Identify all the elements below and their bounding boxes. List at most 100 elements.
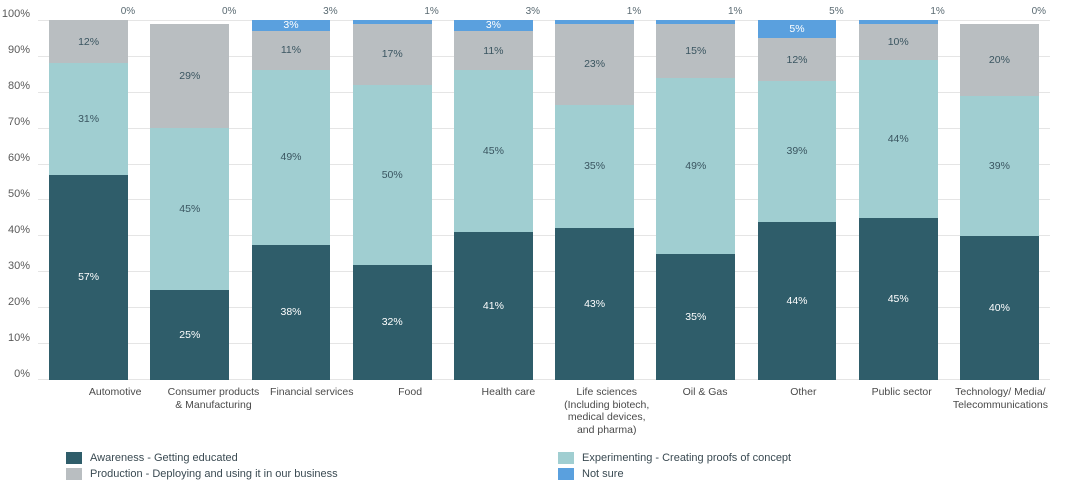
segment-label: 49% xyxy=(280,151,301,163)
bar-slot: 1%35%49%15% xyxy=(645,20,746,380)
segment-label: 35% xyxy=(685,311,706,323)
bar-top-label: 5% xyxy=(746,6,847,17)
segment-not_sure: 5% xyxy=(758,20,837,38)
segment-experimenting: 39% xyxy=(960,96,1039,236)
bar-slot: 1%43%35%23% xyxy=(544,20,645,380)
legend-swatch xyxy=(558,452,574,464)
segment-awareness: 38% xyxy=(252,245,331,380)
bar-top-label: 3% xyxy=(240,6,341,17)
segment-label: 17% xyxy=(382,48,403,60)
bars-container: 0%57%31%12%0%25%45%29%3%38%49%11%3%1%32%… xyxy=(38,20,1050,380)
segment-label: 3% xyxy=(486,19,501,31)
segment-experimenting: 39% xyxy=(758,81,837,221)
segment-not_sure: 3% xyxy=(252,20,331,31)
y-axis: 100%90%80%70%60%50%40%30%20%10%0% xyxy=(30,20,38,380)
bar-top-label: 1% xyxy=(342,6,443,17)
segment-label: 45% xyxy=(483,145,504,157)
x-axis: AutomotiveConsumer products & Manufactur… xyxy=(66,386,1050,436)
segment-experimenting: 50% xyxy=(353,85,432,265)
bar: 32% 50% 17% xyxy=(353,20,432,380)
segment-production: 11% xyxy=(454,31,533,71)
bar-slot: 1%45%44%10% xyxy=(848,20,949,380)
bar-top-label: 1% xyxy=(544,6,645,17)
segment-label: 12% xyxy=(78,36,99,48)
segment-production: 12% xyxy=(49,20,128,63)
x-axis-label: Life sciences (Including biotech, medica… xyxy=(558,386,656,436)
bar-top-label: 1% xyxy=(645,6,746,17)
segment-not_sure: 3% xyxy=(454,20,533,31)
bar-slot: 5%44%39%12%5% xyxy=(746,20,847,380)
bar-slot: 3%41%45%11%3% xyxy=(443,20,544,380)
segment-production: 29% xyxy=(150,24,229,128)
segment-label: 10% xyxy=(888,36,909,48)
bar: 43% 35% 23% xyxy=(555,20,634,380)
segment-label: 45% xyxy=(179,203,200,215)
bar-slot: 1%32%50%17% xyxy=(342,20,443,380)
segment-label: 57% xyxy=(78,271,99,283)
segment-label: 45% xyxy=(888,293,909,305)
segment-experimenting: 35% xyxy=(555,105,634,229)
segment-label: 23% xyxy=(584,58,605,70)
segment-label: 15% xyxy=(685,45,706,57)
segment-production: 11% xyxy=(252,31,331,70)
segment-not_sure xyxy=(859,20,938,24)
legend-label: Experimenting - Creating proofs of conce… xyxy=(582,452,791,464)
bar-top-label: 0% xyxy=(139,6,240,17)
segment-label: 49% xyxy=(685,160,706,172)
segment-production: 12% xyxy=(758,38,837,81)
x-axis-label: Oil & Gas xyxy=(656,386,754,436)
segment-label: 39% xyxy=(787,145,808,157)
bar-top-label: 0% xyxy=(949,6,1050,17)
segment-awareness: 25% xyxy=(150,290,229,380)
segment-label: 35% xyxy=(584,160,605,172)
legend-item-not_sure: Not sure xyxy=(558,468,1050,480)
bar: 25% 45% 29% xyxy=(150,20,229,380)
segment-experimenting: 49% xyxy=(656,78,735,254)
segment-label: 39% xyxy=(989,160,1010,172)
segment-production: 20% xyxy=(960,24,1039,96)
bar: 41%45%11%3% xyxy=(454,20,533,380)
x-axis-label: Other xyxy=(754,386,852,436)
segment-label: 11% xyxy=(281,44,301,56)
segment-label: 29% xyxy=(179,70,200,82)
segment-experimenting: 45% xyxy=(454,70,533,232)
segment-label: 31% xyxy=(78,113,99,125)
bar: 38% 49% 11% 3% xyxy=(252,20,331,380)
segment-awareness: 45% xyxy=(859,218,938,380)
segment-experimenting: 45% xyxy=(150,128,229,290)
segment-label: 11% xyxy=(483,45,503,57)
x-axis-label: Public sector xyxy=(853,386,951,436)
legend-label: Awareness - Getting educated xyxy=(90,452,238,464)
segment-label: 32% xyxy=(382,316,403,328)
legend-swatch xyxy=(558,468,574,480)
bar: 40% 39% 20% xyxy=(960,20,1039,380)
bar-slot: 0%25%45%29% xyxy=(139,20,240,380)
segment-label: 38% xyxy=(280,306,301,318)
bar-top-label: 1% xyxy=(848,6,949,17)
segment-awareness: 40% xyxy=(960,236,1039,380)
bar: 35% 49% 15% xyxy=(656,20,735,380)
segment-awareness: 43% xyxy=(555,228,634,380)
segment-experimenting: 44% xyxy=(859,60,938,218)
legend-swatch xyxy=(66,468,82,480)
legend-label: Production - Deploying and using it in o… xyxy=(90,468,338,480)
segment-awareness: 44% xyxy=(758,222,837,380)
x-axis-label: Consumer products & Manufacturing xyxy=(164,386,262,436)
segment-label: 44% xyxy=(787,295,808,307)
segment-not_sure xyxy=(353,20,432,24)
legend: Awareness - Getting educated Experimentin… xyxy=(66,452,1050,484)
segment-awareness: 57% xyxy=(49,175,128,380)
segment-experimenting: 31% xyxy=(49,63,128,175)
bar-slot: 3%38% 49% 11% 3% xyxy=(240,20,341,380)
legend-item-awareness: Awareness - Getting educated xyxy=(66,452,558,464)
segment-production: 23% xyxy=(555,24,634,105)
legend-label: Not sure xyxy=(582,468,624,480)
segment-production: 17% xyxy=(353,24,432,85)
x-axis-label: Technology/ Media/ Telecommunications xyxy=(951,386,1050,436)
segment-not_sure xyxy=(555,20,634,24)
x-axis-label: Automotive xyxy=(66,386,164,436)
segment-experimenting: 49% xyxy=(252,70,331,245)
bar: 57% 31% 12% xyxy=(49,20,128,380)
segment-production: 10% xyxy=(859,24,938,60)
segment-label: 20% xyxy=(989,54,1010,66)
